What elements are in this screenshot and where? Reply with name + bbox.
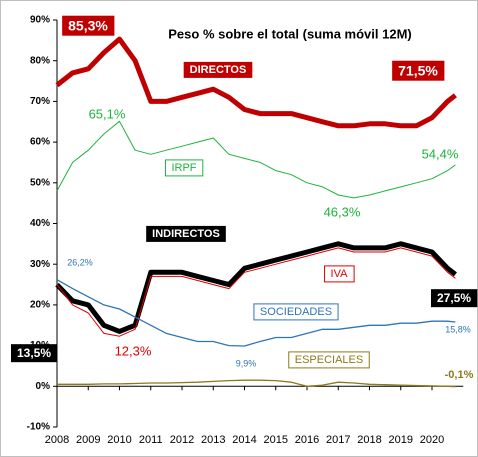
value-label: 27,5% (437, 291, 471, 305)
series-label: DIRECTOS (190, 64, 247, 76)
series-label: INDIRECTOS (152, 228, 220, 240)
y-tick-label: -10% (27, 422, 50, 433)
value-label: 9,9% (236, 358, 257, 368)
series-line (55, 36, 457, 129)
y-tick-label: 60% (30, 137, 50, 148)
x-tick-label: 2018 (357, 434, 381, 446)
series-line (56, 247, 456, 337)
x-tick-label: 2008 (45, 434, 69, 446)
x-tick-label: 2012 (170, 434, 194, 446)
value-label: 15,8% (445, 324, 471, 334)
series-label: SOCIEDADES (260, 306, 332, 318)
x-tick-label: 2013 (201, 434, 225, 446)
x-tick-label: 2016 (295, 434, 319, 446)
y-tick-label: 50% (30, 177, 50, 188)
value-label: 85,3% (68, 18, 108, 34)
series-label: IRPF (171, 162, 196, 174)
series-label-box (183, 61, 253, 78)
series-label: ESPECIALES (295, 354, 363, 366)
value-label-box (430, 289, 478, 308)
x-tick-label: 2017 (326, 434, 350, 446)
chart-title: Peso % sobre el total (suma móvil 12M) (168, 26, 411, 41)
series-label-box (164, 159, 204, 177)
value-label: 12,3% (115, 343, 152, 358)
x-tick-label: 2014 (232, 434, 256, 446)
value-label-box (10, 344, 58, 363)
y-tick-label: 40% (30, 218, 50, 229)
series-label-box (146, 225, 226, 242)
y-tick-label: 30% (30, 259, 50, 270)
value-label: 26,2% (67, 257, 93, 267)
y-tick-label: 70% (30, 96, 50, 107)
value-label-box (62, 15, 115, 36)
y-tick-label: 20% (30, 300, 50, 311)
series-label-box (253, 303, 339, 321)
value-label: 46,3% (324, 204, 361, 219)
series-label: IVA (331, 268, 349, 280)
value-label: 54,4% (422, 146, 459, 161)
x-tick-label: 2010 (107, 434, 131, 446)
series-label-box (288, 351, 370, 369)
x-tick-label: 2020 (420, 434, 444, 446)
series-line (55, 241, 457, 334)
x-tick-label: 2015 (264, 434, 288, 446)
x-tick-label: 2019 (389, 434, 413, 446)
x-tick-label: 2009 (76, 434, 100, 446)
series-label-box (324, 265, 355, 283)
y-tick-label: 90% (30, 15, 50, 26)
x-tick-label: 2011 (139, 434, 163, 446)
series-line (57, 379, 456, 388)
value-label: 65,1% (89, 106, 126, 121)
y-tick-label: 80% (30, 55, 50, 66)
y-tick-label: 0% (36, 381, 51, 392)
value-label: 71,5% (398, 63, 438, 79)
value-label: 13,5% (17, 346, 51, 360)
value-label: -0,1% (445, 369, 474, 381)
value-label-box (392, 60, 445, 81)
series-line (56, 120, 456, 199)
series-line (56, 279, 456, 347)
